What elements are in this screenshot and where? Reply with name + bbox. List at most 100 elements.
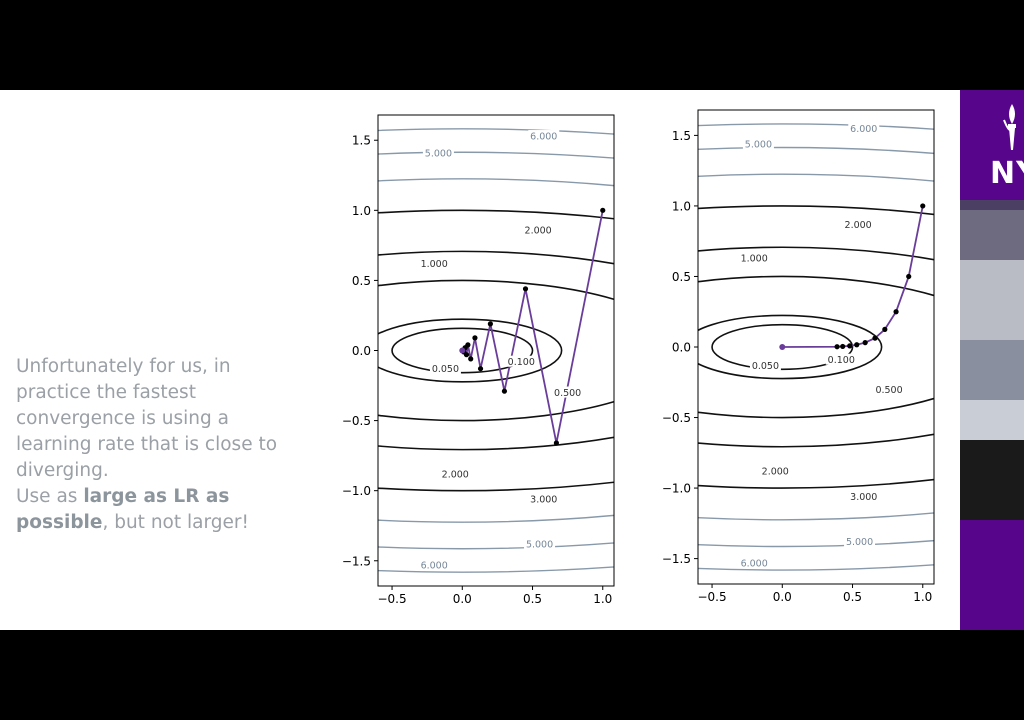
contour-label: 3.000 xyxy=(530,495,557,506)
y-tick-label: 0.0 xyxy=(672,341,691,355)
contour-label: 6.000 xyxy=(421,560,448,571)
text-use-as: Use as xyxy=(16,486,84,507)
contour-line xyxy=(378,178,614,523)
y-tick-label: −0.5 xyxy=(662,411,691,425)
torch-icon xyxy=(1003,104,1016,150)
contour-label-bg xyxy=(505,355,537,367)
contour-label: 2.000 xyxy=(762,467,789,478)
contour-line xyxy=(698,173,934,521)
contour-line xyxy=(698,123,934,571)
contour-line xyxy=(378,318,563,383)
nyu-logo: NY xyxy=(960,90,1024,200)
y-tick-label: 0.5 xyxy=(352,274,371,288)
descent-point xyxy=(893,309,899,315)
contour-label: 0.100 xyxy=(508,357,535,368)
nyu-sidebar: NY xyxy=(960,90,1024,630)
contour-label: 0.500 xyxy=(554,388,581,399)
contour-line xyxy=(698,246,934,448)
contour-line xyxy=(698,275,934,419)
contour-label: 3.000 xyxy=(850,492,877,503)
contour-label-bg xyxy=(522,223,554,235)
text-line-1: Unfortunately for us, in xyxy=(16,356,231,377)
descent-point xyxy=(882,326,888,332)
text-line-5: diverging. xyxy=(16,460,109,481)
contour-label-bg xyxy=(825,353,857,365)
descent-point xyxy=(487,321,493,327)
text-line-2: practice the fastest xyxy=(16,382,196,403)
contour-line xyxy=(698,314,883,380)
descent-point xyxy=(522,286,529,292)
x-tick-label: 0.0 xyxy=(453,592,472,606)
descent-point xyxy=(779,344,786,350)
x-tick-label: 0.5 xyxy=(523,592,542,606)
contour-label: 0.050 xyxy=(752,361,779,372)
text-line-4: learning rate that is close to xyxy=(16,434,278,455)
descent-point xyxy=(854,342,860,348)
contour-line xyxy=(698,205,934,489)
text-line-6: Use as large as LR as xyxy=(16,484,306,510)
y-tick-label: 0.0 xyxy=(352,344,371,358)
text-line-3: convergence is using a xyxy=(16,408,229,429)
contour-label: 5.000 xyxy=(846,537,873,548)
contour-label: 1.000 xyxy=(421,259,448,270)
contour-label: 5.000 xyxy=(745,139,772,150)
contour-plot-left: 6.000 5.000 2.000 1.000 0.100 0.050 0.500 2.000… xyxy=(342,114,615,606)
text-bold-2: possible xyxy=(16,512,103,533)
contour-line xyxy=(378,250,614,451)
contour-line xyxy=(378,128,614,573)
descent-point xyxy=(600,207,606,213)
y-tick-label: 1.0 xyxy=(352,204,371,218)
descent-point xyxy=(834,344,840,350)
contour-label-bg xyxy=(848,490,880,502)
slide-text: Unfortunately for us, in practice the fa… xyxy=(16,354,306,536)
y-tick-label: 1.0 xyxy=(672,199,691,213)
descent-point xyxy=(906,273,912,280)
contour-label: 0.500 xyxy=(875,385,902,396)
contour-group xyxy=(698,123,934,571)
descent-point xyxy=(920,203,926,209)
contour-line xyxy=(378,279,614,422)
y-tick-label: −1.5 xyxy=(342,554,371,568)
contour-plot-right: 6.000 5.000 2.000 1.000 0.100 0.050 0.500 2.000… xyxy=(662,109,935,604)
contour-label-bg xyxy=(552,386,584,398)
contour-label-bg xyxy=(873,383,905,395)
descent-point xyxy=(468,356,474,362)
contour-label: 2.000 xyxy=(525,225,552,236)
descent-point xyxy=(501,388,508,394)
descent-point xyxy=(472,335,478,341)
contour-group xyxy=(378,128,614,573)
descent-point xyxy=(872,335,878,341)
contour-label: 2.000 xyxy=(442,469,469,480)
contour-line xyxy=(378,151,614,550)
contour-label-bg xyxy=(418,257,450,269)
contour-label-bg xyxy=(842,218,874,230)
y-tick-label: 1.5 xyxy=(672,129,691,143)
contour-label-bg xyxy=(429,362,461,374)
descent-point xyxy=(847,343,853,349)
contour-label-bg xyxy=(848,122,880,134)
contour-label: 2.000 xyxy=(845,220,872,231)
contour-label-bg xyxy=(439,467,471,479)
descent-point xyxy=(862,340,868,346)
contour-label: 1.000 xyxy=(741,254,768,265)
contour-line xyxy=(698,146,934,548)
text-line-7: possible, but not larger! xyxy=(16,510,306,536)
contour-label: 6.000 xyxy=(850,124,877,135)
x-tick-label: −0.5 xyxy=(377,592,406,606)
contour-label: 5.000 xyxy=(425,148,452,159)
y-tick-label: −1.5 xyxy=(662,552,691,566)
y-tick-label: 1.5 xyxy=(352,134,371,148)
contour-line xyxy=(391,327,534,374)
descent-point xyxy=(459,347,466,354)
x-tick-label: 0.0 xyxy=(773,590,792,604)
slide: Unfortunately for us, in practice the fa… xyxy=(0,90,960,630)
text-tail: , but not larger! xyxy=(102,512,249,533)
contour-line xyxy=(378,209,614,492)
x-tick-label: −0.5 xyxy=(697,590,726,604)
contour-line xyxy=(711,323,854,371)
contour-label-bg xyxy=(749,359,781,371)
x-tick-label: 1.0 xyxy=(913,590,932,604)
contour-label-bg xyxy=(759,465,791,477)
contour-label-bg xyxy=(422,146,454,158)
descent-point xyxy=(840,343,846,350)
